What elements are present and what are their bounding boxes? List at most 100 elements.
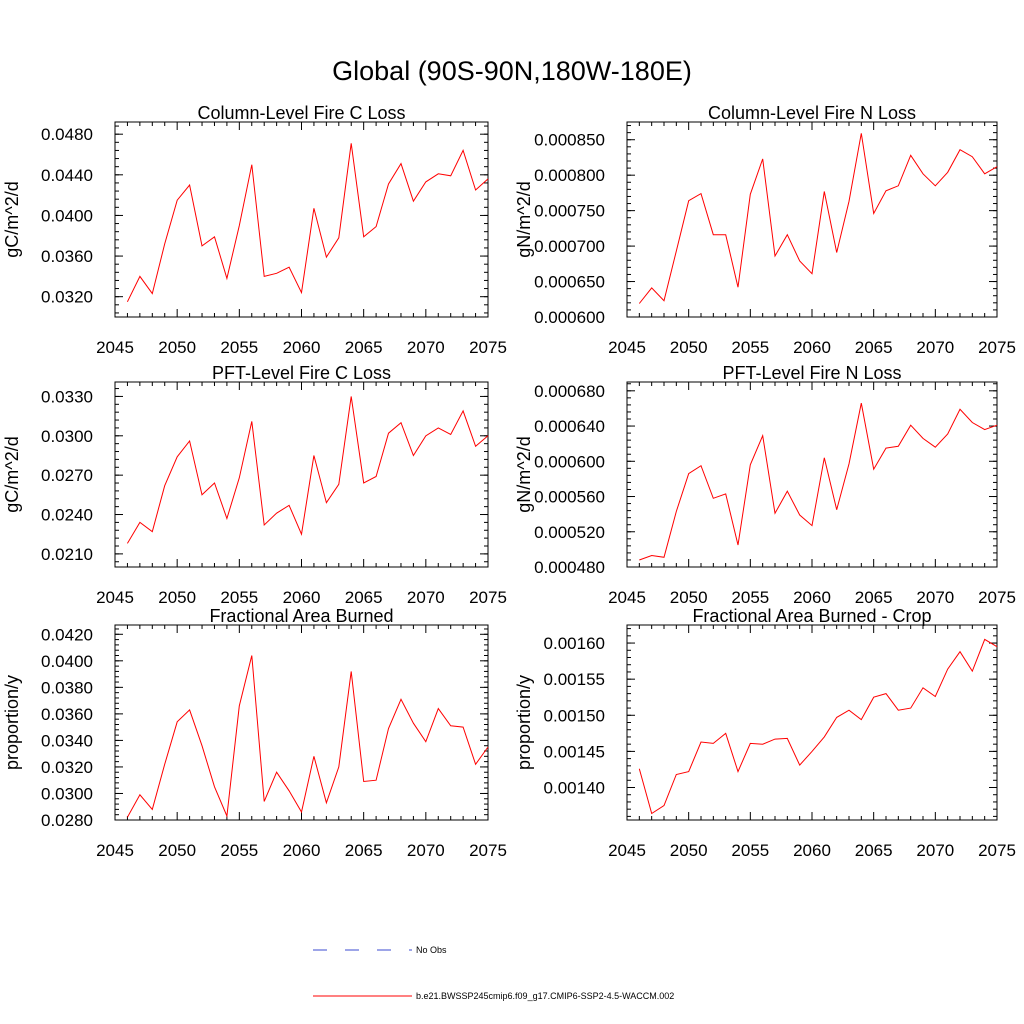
x-tick-label: 2065 <box>855 841 893 860</box>
x-tick-label: 2065 <box>345 338 383 357</box>
x-tick-label: 2070 <box>916 588 954 607</box>
y-tick-label: 0.000800 <box>534 166 605 185</box>
y-tick-label: 0.000680 <box>534 382 605 401</box>
y-tick-label: 0.0480 <box>41 125 93 144</box>
y-tick-label: 0.00140 <box>544 779 605 798</box>
legend-label-no-obs: No Obs <box>416 945 447 955</box>
y-tick-label: 0.0300 <box>41 784 93 803</box>
x-tick-label: 2075 <box>978 588 1016 607</box>
panel-title: Fractional Area Burned <box>209 606 393 626</box>
series-line <box>126 655 489 818</box>
x-tick-label: 2060 <box>283 841 321 860</box>
x-tick-label: 2060 <box>793 841 831 860</box>
panel-title: Column-Level Fire N Loss <box>708 103 916 123</box>
x-tick-label: 2055 <box>220 338 258 357</box>
y-tick-label: 0.0400 <box>41 206 93 225</box>
x-tick-label: 2065 <box>855 338 893 357</box>
x-tick-label: 2075 <box>469 841 507 860</box>
x-tick-label: 2070 <box>407 588 445 607</box>
x-tick-label: 2070 <box>407 841 445 860</box>
x-tick-label: 2055 <box>731 588 769 607</box>
x-tick-label: 2065 <box>855 588 893 607</box>
x-tick-label: 2070 <box>407 338 445 357</box>
y-tick-label: 0.000750 <box>534 202 605 221</box>
y-tick-label: 0.0210 <box>41 545 93 564</box>
x-tick-label: 2055 <box>220 588 258 607</box>
y-tick-label: 0.0280 <box>41 811 93 830</box>
x-tick-label: 2055 <box>220 841 258 860</box>
y-tick-label: 0.000560 <box>534 488 605 507</box>
x-tick-label: 2070 <box>916 338 954 357</box>
panel-5: Fractional Area Burned proportion/y 2045 20… <box>2 606 507 860</box>
plot-frame <box>114 121 489 318</box>
y-tick-label: 0.0240 <box>41 506 93 525</box>
x-tick-label: 2060 <box>283 338 321 357</box>
x-tick-label: 2045 <box>608 338 646 357</box>
y-axis-label: gC/m^2/d <box>2 436 22 512</box>
y-tick-label: 0.00145 <box>544 742 605 761</box>
panel-6: Fractional Area Burned - Crop proportion/… <box>514 606 1016 860</box>
x-tick-label: 2045 <box>96 338 134 357</box>
panel-3: PFT-Level Fire C Loss gC/m^2/d 2045 2050 205… <box>2 363 507 607</box>
x-tick-label: 2075 <box>978 338 1016 357</box>
x-tick-label: 2045 <box>96 841 134 860</box>
panel-title: Column-Level Fire C Loss <box>197 103 405 123</box>
x-tick-label: 2045 <box>608 588 646 607</box>
x-tick-label: 2050 <box>158 338 196 357</box>
y-tick-label: 0.0330 <box>41 387 93 406</box>
series-line <box>639 403 998 561</box>
y-tick-label: 0.000700 <box>534 237 605 256</box>
series-line <box>126 396 489 544</box>
x-tick-label: 2075 <box>469 588 507 607</box>
plot-frame <box>114 624 489 821</box>
plot-frame <box>114 381 489 568</box>
y-tick-label: 0.0340 <box>41 731 93 750</box>
y-tick-label: 0.0400 <box>41 652 93 671</box>
panel-4: PFT-Level Fire N Loss gN/m^2/d 2045 2050 205… <box>514 363 1016 607</box>
y-tick-label: 0.00155 <box>544 670 605 689</box>
panel-2: Column-Level Fire N Loss gN/m^2/d 2045 2050… <box>514 103 1016 357</box>
y-tick-label: 0.0320 <box>41 758 93 777</box>
plot-frame <box>626 121 998 318</box>
x-tick-label: 2060 <box>793 588 831 607</box>
y-tick-label: 0.000850 <box>534 131 605 150</box>
x-tick-label: 2050 <box>158 588 196 607</box>
y-tick-label: 0.000640 <box>534 417 605 436</box>
y-axis-label: proportion/y <box>514 675 534 770</box>
legend-label-model: b.e21.BWSSP245cmip6.f09_g17.CMIP6-SSP2-4… <box>416 991 674 1001</box>
y-tick-label: 0.000520 <box>534 523 605 542</box>
x-tick-label: 2060 <box>793 338 831 357</box>
y-tick-label: 0.0270 <box>41 466 93 485</box>
y-tick-label: 0.0420 <box>41 625 93 644</box>
x-tick-label: 2065 <box>345 588 383 607</box>
x-tick-label: 2050 <box>670 588 708 607</box>
y-tick-label: 0.0380 <box>41 678 93 697</box>
x-tick-label: 2075 <box>469 338 507 357</box>
x-tick-label: 2045 <box>96 588 134 607</box>
x-tick-label: 2060 <box>283 588 321 607</box>
y-tick-label: 0.00150 <box>544 706 605 725</box>
x-tick-label: 2045 <box>608 841 646 860</box>
y-tick-label: 0.000480 <box>534 558 605 577</box>
y-tick-label: 0.0360 <box>41 247 93 266</box>
x-tick-label: 2055 <box>731 841 769 860</box>
figure-title: Global (90S-90N,180W-180E) <box>332 56 692 86</box>
legend: No Obs b.e21.BWSSP245cmip6.f09_g17.CMIP6-… <box>313 945 674 1001</box>
y-tick-label: 0.0300 <box>41 427 93 446</box>
x-tick-label: 2065 <box>345 841 383 860</box>
y-tick-label: 0.000600 <box>534 452 605 471</box>
series-line <box>126 143 489 303</box>
y-tick-label: 0.000600 <box>534 308 605 327</box>
panel-title: PFT-Level Fire C Loss <box>212 363 391 383</box>
y-tick-label: 0.0320 <box>41 288 93 307</box>
y-tick-label: 0.0360 <box>41 705 93 724</box>
y-tick-label: 0.000650 <box>534 273 605 292</box>
plot-frame <box>626 624 998 821</box>
panel-title: Fractional Area Burned - Crop <box>692 606 931 626</box>
x-tick-label: 2055 <box>731 338 769 357</box>
y-axis-label: proportion/y <box>2 675 22 770</box>
y-tick-label: 0.0440 <box>41 166 93 185</box>
x-tick-label: 2070 <box>916 841 954 860</box>
x-tick-label: 2050 <box>158 841 196 860</box>
